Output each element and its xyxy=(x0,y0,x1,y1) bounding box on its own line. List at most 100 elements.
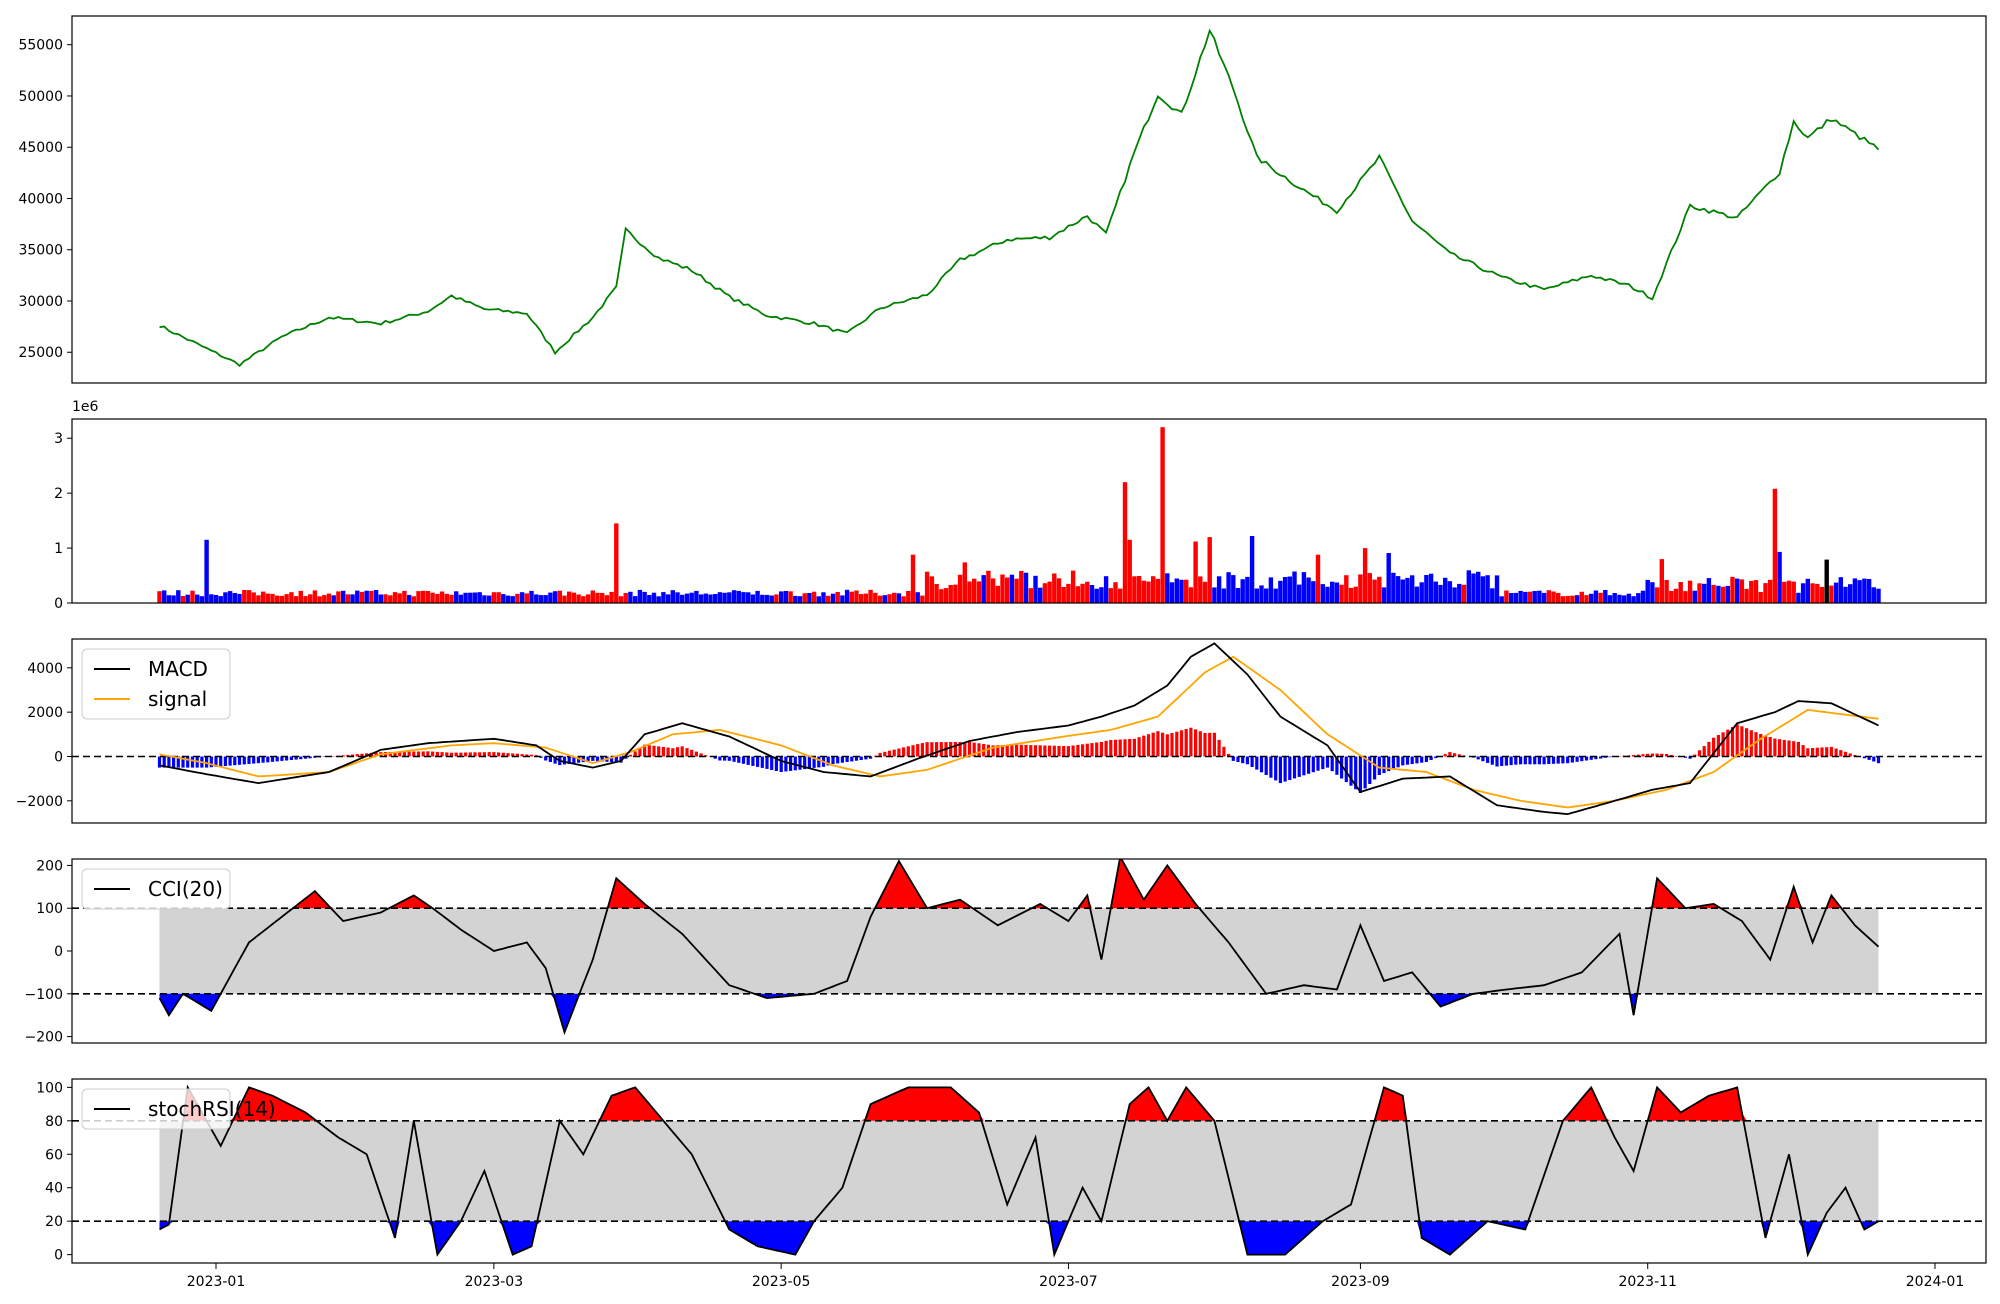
macd-histogram-bar xyxy=(1119,740,1122,757)
volume-bar xyxy=(1198,576,1202,603)
volume-bar xyxy=(1773,489,1777,603)
volume-bar xyxy=(1777,552,1781,603)
volume-bar xyxy=(1825,560,1829,603)
volume-bar xyxy=(1448,581,1452,603)
volume-bar xyxy=(1735,579,1739,603)
macd-histogram-bar xyxy=(1279,757,1282,784)
macd-histogram-bar xyxy=(1514,757,1517,765)
volume-bar xyxy=(916,592,920,603)
volume-bar xyxy=(1876,589,1880,603)
macd-histogram-bar xyxy=(963,742,966,757)
macd-histogram-bar xyxy=(1608,757,1611,758)
volume-bar xyxy=(864,594,868,603)
macd-histogram-bar xyxy=(977,743,980,756)
macd-line xyxy=(160,643,1879,814)
macd-histogram-bar xyxy=(1123,739,1126,756)
macd-histogram-bar xyxy=(1072,746,1075,757)
macd-histogram-bar xyxy=(1161,733,1164,757)
macd-histogram-bar xyxy=(733,757,736,762)
macd-histogram-bar xyxy=(1674,756,1677,757)
macd-histogram-bar xyxy=(1034,745,1037,756)
volume-bar xyxy=(934,584,938,603)
volume-bar xyxy=(1561,596,1565,603)
volume-bar xyxy=(1354,587,1358,603)
macd-histogram-bar xyxy=(1057,746,1060,757)
volume-bar xyxy=(1132,576,1136,603)
volume-bar xyxy=(1372,580,1376,603)
macd-histogram-bar xyxy=(761,757,764,768)
macd-histogram-bar xyxy=(1773,739,1776,757)
volume-bar xyxy=(675,592,679,603)
volume-bar xyxy=(1396,576,1400,603)
x-tick-label: 2023-03 xyxy=(465,1274,524,1290)
macd-histogram-bar xyxy=(1166,734,1169,756)
macd-histogram-bar xyxy=(1312,757,1315,773)
volume-bar xyxy=(803,593,807,603)
volume-bar xyxy=(1547,590,1551,603)
macd-histogram-bar xyxy=(1142,736,1145,757)
volume-bar xyxy=(1518,591,1522,603)
volume-bar xyxy=(1047,582,1051,603)
macd-legend-label: signal xyxy=(148,687,207,711)
macd-histogram-bar xyxy=(836,757,839,764)
macd-histogram-bar xyxy=(1043,746,1046,757)
cci-ytick-label: −100 xyxy=(25,987,63,1003)
volume-bar xyxy=(1584,595,1588,603)
volume-bar xyxy=(200,596,204,603)
macd-histogram-bar xyxy=(1302,757,1305,776)
volume-bar xyxy=(770,596,774,604)
volume-bar xyxy=(294,596,298,603)
volume-bar xyxy=(1208,537,1212,603)
macd-histogram-bar xyxy=(299,757,302,760)
macd-histogram-bar xyxy=(1067,746,1070,756)
macd-histogram-bar xyxy=(1524,757,1527,765)
volume-bar xyxy=(1711,585,1715,603)
volume-bar xyxy=(346,594,350,603)
macd-ytick-label: −2000 xyxy=(16,794,63,810)
macd-histogram-bar xyxy=(1048,746,1051,757)
volume-bar xyxy=(732,590,736,603)
volume-bar xyxy=(1693,591,1697,603)
volume-bar xyxy=(1542,593,1546,603)
volume-bar xyxy=(1405,578,1409,603)
volume-bar xyxy=(1118,589,1122,603)
macd-ytick-label: 0 xyxy=(54,749,63,765)
macd-histogram-bar xyxy=(431,752,434,757)
volume-bar xyxy=(652,593,656,603)
volume-bar xyxy=(1575,595,1579,603)
macd-histogram-bar xyxy=(831,757,834,765)
volume-bar xyxy=(1019,571,1023,603)
macd-histogram-bar xyxy=(233,757,236,766)
volume-bar xyxy=(807,593,811,603)
volume-bar xyxy=(1792,582,1796,603)
macd-histogram-bar xyxy=(676,747,679,756)
volume-frame xyxy=(72,419,1986,603)
macd-histogram-bar xyxy=(1425,757,1428,763)
macd-histogram-bar xyxy=(1086,744,1089,757)
volume-bar xyxy=(1806,579,1810,603)
volume-bar xyxy=(1782,582,1786,603)
macd-ytick-label: 4000 xyxy=(27,661,63,677)
volume-bar xyxy=(1631,596,1635,603)
volume-bar xyxy=(1551,592,1555,604)
volume-bar xyxy=(784,591,788,603)
volume-bar xyxy=(1175,579,1179,604)
volume-bar xyxy=(1316,555,1320,603)
stochrsi-ytick-label: 0 xyxy=(54,1248,63,1264)
volume-bar xyxy=(567,592,571,603)
macd-histogram-bar xyxy=(464,753,467,757)
volume-bar xyxy=(360,592,364,603)
volume-bar xyxy=(1646,580,1650,603)
volume-bar xyxy=(280,596,284,603)
macd-histogram-bar xyxy=(883,752,886,757)
macd-histogram-bar xyxy=(860,757,863,761)
macd-histogram-bar xyxy=(1236,757,1239,763)
volume-bar xyxy=(219,596,223,603)
volume-bar xyxy=(468,593,472,603)
macd-histogram-bar xyxy=(987,745,990,757)
macd-histogram-bar xyxy=(1528,757,1531,765)
x-tick-label: 2023-01 xyxy=(187,1274,246,1290)
macd-histogram-bar xyxy=(685,748,688,756)
volume-bar xyxy=(167,595,171,603)
macd-histogram-bar xyxy=(897,749,900,757)
